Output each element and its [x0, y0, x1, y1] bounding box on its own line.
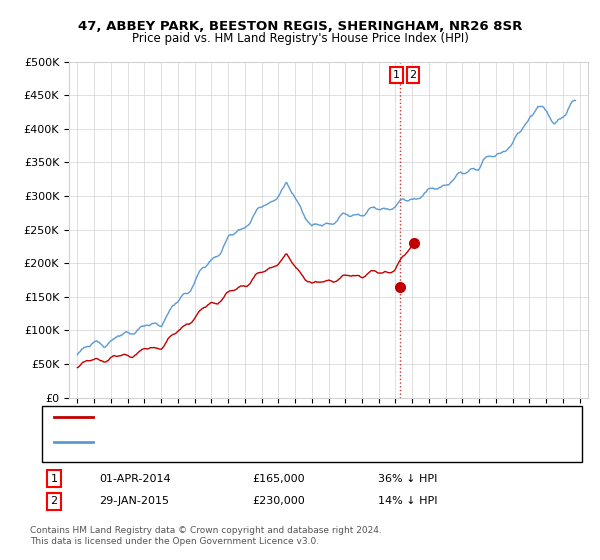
Text: HPI: Average price, detached house, North Norfolk: HPI: Average price, detached house, Nort… [99, 437, 362, 447]
Text: 29-JAN-2015: 29-JAN-2015 [99, 496, 169, 506]
Text: 47, ABBEY PARK, BEESTON REGIS, SHERINGHAM, NR26 8SR: 47, ABBEY PARK, BEESTON REGIS, SHERINGHA… [78, 20, 522, 32]
Text: 2: 2 [50, 496, 58, 506]
Text: £230,000: £230,000 [252, 496, 305, 506]
Text: 36% ↓ HPI: 36% ↓ HPI [378, 474, 437, 484]
Text: 2: 2 [409, 70, 416, 80]
Text: 01-APR-2014: 01-APR-2014 [99, 474, 170, 484]
Text: £165,000: £165,000 [252, 474, 305, 484]
Text: Price paid vs. HM Land Registry's House Price Index (HPI): Price paid vs. HM Land Registry's House … [131, 32, 469, 45]
Text: 47, ABBEY PARK, BEESTON REGIS, SHERINGHAM, NR26 8SR (detached house): 47, ABBEY PARK, BEESTON REGIS, SHERINGHA… [99, 412, 503, 422]
Text: 1: 1 [393, 70, 400, 80]
Text: Contains HM Land Registry data © Crown copyright and database right 2024.
This d: Contains HM Land Registry data © Crown c… [30, 526, 382, 546]
Text: 1: 1 [50, 474, 58, 484]
Text: 14% ↓ HPI: 14% ↓ HPI [378, 496, 437, 506]
